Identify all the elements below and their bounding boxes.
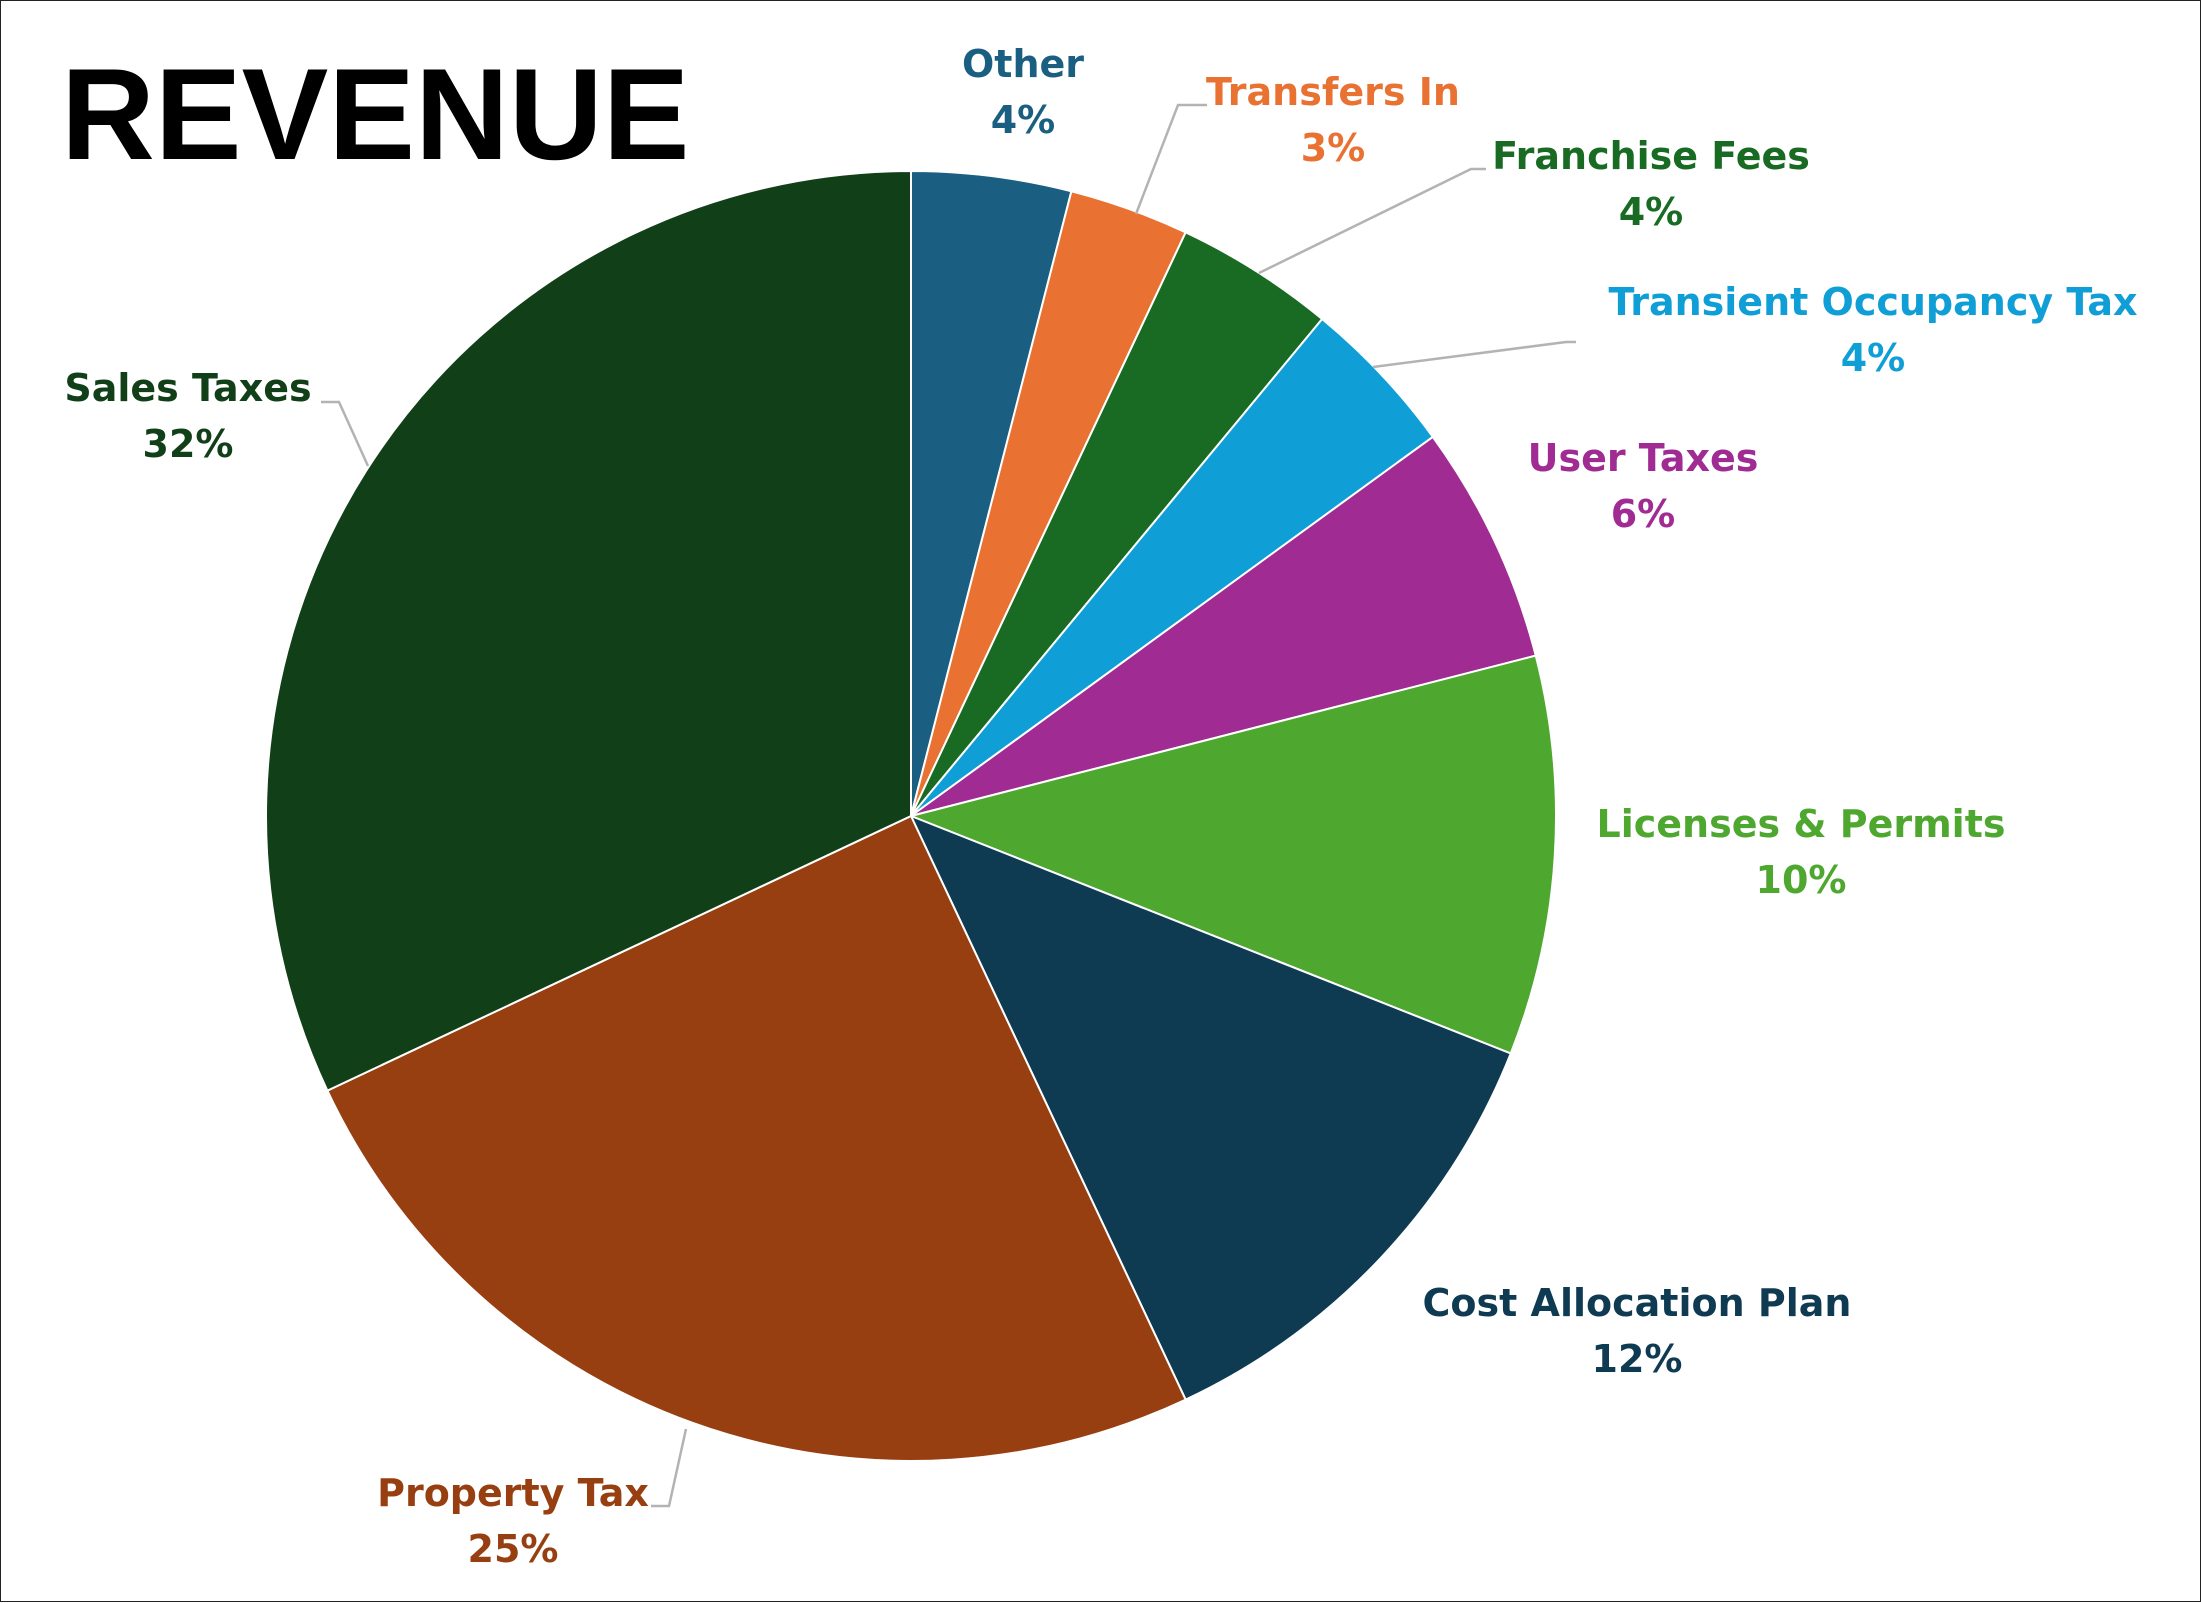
chart-title: REVENUE bbox=[61, 41, 689, 187]
slice-percent-franchise-fees: 4% bbox=[1619, 190, 1684, 234]
slice-percent-transfers-in: 3% bbox=[1301, 126, 1366, 170]
slice-percent-transient-occupancy-tax: 4% bbox=[1841, 336, 1906, 380]
slice-label-licenses-permits: Licenses & Permits bbox=[1597, 802, 2006, 846]
slice-label-property-tax: Property Tax bbox=[377, 1471, 649, 1515]
slice-label-cost-allocation-plan: Cost Allocation Plan bbox=[1423, 1281, 1852, 1325]
slice-percent-cost-allocation-plan: 12% bbox=[1592, 1337, 1683, 1381]
leader-line-transfers-in bbox=[1134, 103, 1207, 215]
slice-percent-user-taxes: 6% bbox=[1611, 492, 1676, 536]
pie-slice-licenses-permits bbox=[907, 654, 1558, 1055]
slice-label-franchise-fees: Franchise Fees bbox=[1492, 134, 1810, 178]
slice-label-other: Other bbox=[962, 42, 1084, 86]
leader-lines bbox=[321, 103, 1576, 1508]
leader-line-transient-occupancy-tax bbox=[1372, 340, 1576, 369]
slice-percent-sales-taxes: 32% bbox=[143, 422, 234, 466]
slice-label-sales-taxes: Sales Taxes bbox=[64, 366, 311, 410]
slice-label-user-taxes: User Taxes bbox=[1528, 436, 1759, 480]
slice-percent-property-tax: 25% bbox=[468, 1527, 559, 1571]
pie-slice-property-tax bbox=[326, 814, 1187, 1462]
slice-percent-licenses-permits: 10% bbox=[1756, 858, 1847, 902]
slice-label-transfers-in: Transfers In bbox=[1206, 70, 1460, 114]
slice-percent-other: 4% bbox=[991, 98, 1056, 142]
pie-slices bbox=[265, 169, 1558, 1462]
leader-line-franchise-fees bbox=[1258, 167, 1486, 275]
pie-slice-cost-allocation-plan bbox=[909, 814, 1513, 1401]
data-labels: Other 4% Transfers In 3% Franchise Fees 4% Tra… bbox=[64, 42, 2137, 1571]
pie-slice-sales-taxes bbox=[265, 169, 912, 1092]
leader-line-sales-taxes bbox=[321, 400, 370, 467]
leader-line-property-tax bbox=[651, 1428, 688, 1508]
slice-label-transient-occupancy-tax: Transient Occupancy Tax bbox=[1608, 280, 2137, 324]
pie-slice-user-taxes bbox=[910, 435, 1537, 817]
